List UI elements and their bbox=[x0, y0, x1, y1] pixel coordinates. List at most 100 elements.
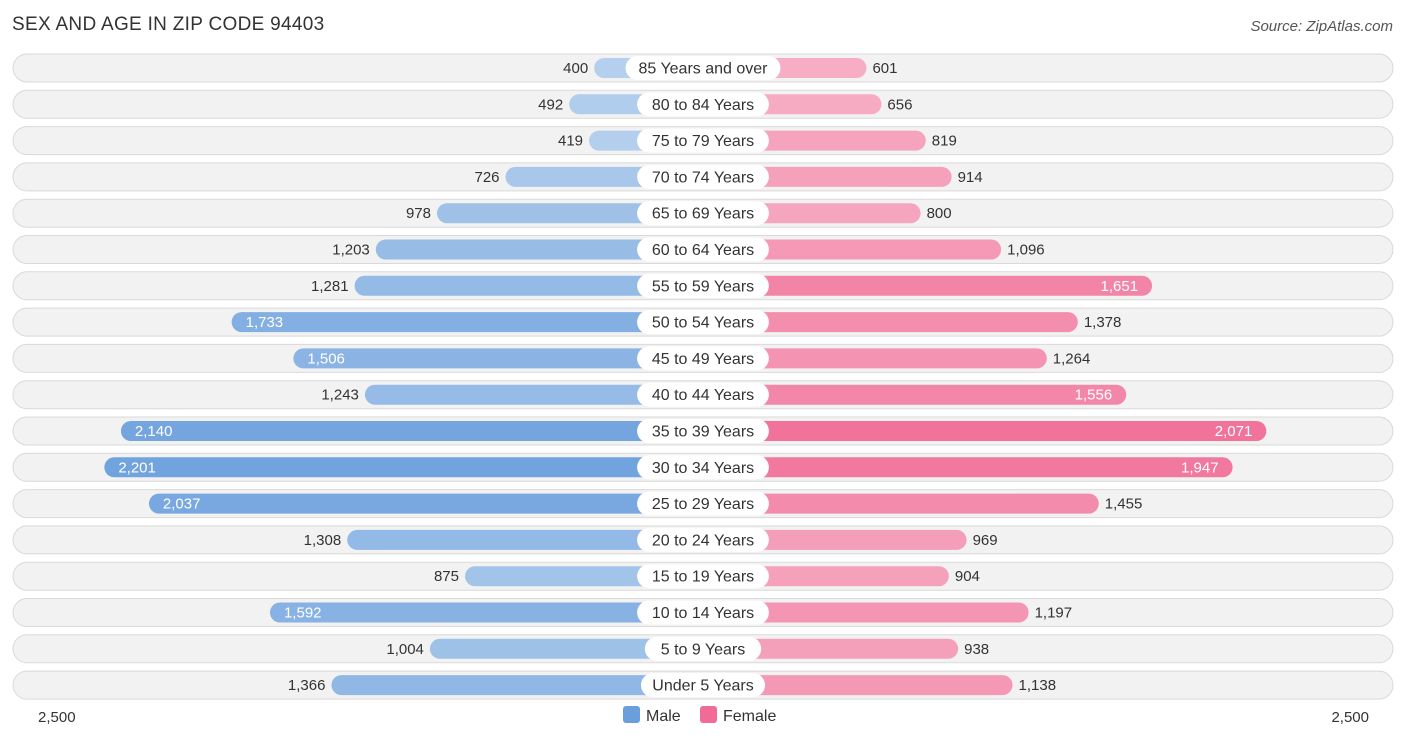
row-14: 875 904 15 to 19 Years bbox=[12, 561, 1394, 591]
female-value-label: 914 bbox=[958, 169, 983, 186]
row-17: 1,366 1,138 Under 5 Years bbox=[12, 670, 1394, 700]
male-bar bbox=[293, 348, 713, 369]
category-label: 45 to 49 Years bbox=[652, 351, 754, 368]
legend-male-label: Male bbox=[646, 708, 681, 725]
female-value-label: 1,264 bbox=[1053, 350, 1091, 367]
female-value-label: 1,138 bbox=[1019, 677, 1057, 694]
female-value-label: 1,651 bbox=[1101, 278, 1139, 295]
male-bar bbox=[429, 638, 713, 659]
row-1: 492 656 80 to 84 Years bbox=[12, 89, 1394, 119]
row-8: 1,506 1,264 45 to 49 Years bbox=[12, 343, 1394, 373]
female-bar bbox=[693, 493, 1099, 514]
chart-rows: 400 601 85 Years and over 492 656 80 to 84 Ye… bbox=[12, 53, 1394, 700]
male-value-label: 726 bbox=[474, 169, 499, 186]
category-pill bbox=[637, 273, 769, 298]
female-bar bbox=[693, 275, 1153, 296]
category-pill bbox=[644, 636, 762, 661]
row-15: 1,592 1,197 10 to 14 Years bbox=[12, 598, 1394, 627]
female-value-label: 1,378 bbox=[1084, 314, 1122, 331]
male-value-label: 978 bbox=[406, 205, 431, 222]
category-label: 20 to 24 Years bbox=[652, 532, 754, 549]
female-bar bbox=[693, 312, 1078, 333]
chart-title: SEX AND AGE IN ZIP CODE 94403 bbox=[12, 14, 324, 35]
male-bar bbox=[375, 239, 713, 260]
axis-left-label: 2,500 bbox=[38, 709, 76, 726]
category-pill bbox=[637, 128, 769, 153]
male-value-label: 2,140 bbox=[135, 423, 173, 440]
female-bar bbox=[693, 602, 1029, 623]
male-bar bbox=[331, 675, 713, 696]
category-pill bbox=[637, 201, 769, 226]
category-label: 55 to 59 Years bbox=[652, 278, 754, 295]
category-pill bbox=[625, 56, 781, 80]
male-value-label: 1,281 bbox=[311, 278, 349, 295]
category-pill bbox=[637, 527, 769, 552]
category-label: 5 to 9 Years bbox=[661, 641, 746, 658]
male-value-label: 400 bbox=[563, 60, 588, 77]
female-bar bbox=[693, 348, 1047, 369]
category-pill bbox=[637, 92, 769, 117]
male-bar bbox=[354, 275, 713, 296]
category-pill bbox=[637, 491, 769, 516]
row-2: 419 819 75 to 79 Years bbox=[12, 126, 1394, 156]
category-pill bbox=[637, 382, 769, 407]
male-value-label: 1,506 bbox=[307, 350, 345, 367]
male-value-label: 492 bbox=[538, 96, 563, 113]
row-12: 2,037 1,455 25 to 29 Years bbox=[12, 489, 1394, 519]
male-bar bbox=[347, 529, 713, 550]
category-pill bbox=[637, 310, 769, 335]
row-0: 400 601 85 Years and over bbox=[12, 53, 1394, 83]
male-bar bbox=[269, 602, 713, 623]
category-label: Under 5 Years bbox=[652, 678, 753, 695]
row-7: 1,733 1,378 50 to 54 Years bbox=[12, 307, 1394, 337]
category-pill bbox=[637, 564, 769, 589]
female-value-label: 601 bbox=[872, 60, 897, 77]
female-bar bbox=[693, 457, 1233, 478]
female-value-label: 1,197 bbox=[1035, 605, 1073, 622]
category-label: 80 to 84 Years bbox=[652, 97, 754, 114]
category-label: 50 to 54 Years bbox=[652, 315, 754, 332]
male-bar bbox=[148, 493, 713, 514]
row-4: 978 800 65 to 69 Years bbox=[12, 198, 1394, 228]
row-10: 2,140 2,071 35 to 39 Years bbox=[12, 416, 1394, 446]
female-value-label: 1,096 bbox=[1007, 242, 1045, 259]
category-pill bbox=[637, 419, 769, 443]
male-value-label: 1,366 bbox=[288, 677, 326, 694]
female-value-label: 969 bbox=[973, 532, 998, 549]
row-5: 1,203 1,096 60 to 64 Years bbox=[12, 235, 1394, 264]
male-value-label: 1,203 bbox=[332, 242, 370, 259]
female-value-label: 938 bbox=[964, 641, 989, 658]
chart-source: Source: ZipAtlas.com bbox=[1250, 18, 1393, 35]
male-bar bbox=[364, 384, 713, 405]
male-value-label: 1,243 bbox=[321, 387, 359, 404]
male-bar bbox=[231, 312, 713, 333]
male-value-label: 1,733 bbox=[246, 314, 284, 331]
category-label: 25 to 29 Years bbox=[652, 496, 754, 513]
male-bar bbox=[104, 457, 713, 478]
male-value-label: 2,037 bbox=[163, 496, 201, 513]
category-pill bbox=[637, 237, 769, 262]
male-value-label: 1,004 bbox=[386, 641, 424, 658]
female-bar bbox=[693, 675, 1013, 696]
axis-right-label: 2,500 bbox=[1331, 709, 1369, 726]
category-label: 30 to 34 Years bbox=[652, 460, 754, 477]
female-value-label: 656 bbox=[887, 96, 912, 113]
female-value-label: 904 bbox=[955, 568, 980, 585]
category-label: 60 to 64 Years bbox=[652, 242, 754, 259]
male-value-label: 2,201 bbox=[118, 459, 156, 476]
male-value-label: 419 bbox=[558, 133, 583, 150]
legend-male-swatch bbox=[623, 706, 640, 723]
row-6: 1,281 1,651 55 to 59 Years bbox=[12, 271, 1394, 301]
male-value-label: 875 bbox=[434, 568, 459, 585]
row-9: 1,243 1,556 40 to 44 Years bbox=[12, 380, 1394, 410]
category-pill bbox=[637, 600, 769, 625]
female-value-label: 800 bbox=[927, 205, 952, 222]
female-value-label: 1,947 bbox=[1181, 459, 1219, 476]
female-bar bbox=[693, 421, 1267, 441]
row-3: 726 914 70 to 74 Years bbox=[12, 162, 1394, 192]
category-label: 75 to 79 Years bbox=[652, 133, 754, 150]
category-pill bbox=[640, 673, 766, 698]
category-pill bbox=[637, 346, 769, 371]
category-label: 85 Years and over bbox=[639, 61, 769, 78]
